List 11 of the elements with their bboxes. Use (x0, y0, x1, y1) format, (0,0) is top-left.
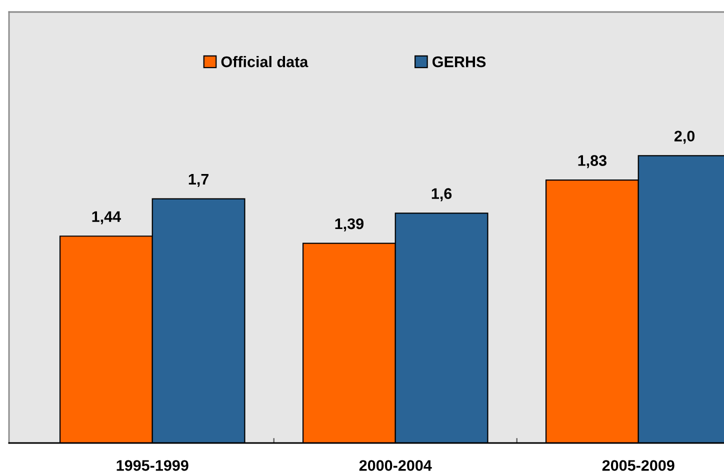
data-label: 2,0 (674, 130, 695, 144)
data-label: 1,6 (432, 188, 452, 202)
data-label: 1,44 (92, 211, 121, 224)
legend-label: Official data (221, 56, 308, 68)
x-tick-label: 2005-2009 (602, 460, 674, 471)
x-tick-label: 2000-2004 (359, 460, 432, 471)
x-tick-label: 1995-1999 (116, 460, 188, 471)
data-label: 1,39 (335, 218, 364, 232)
data-label: 1,83 (578, 155, 607, 168)
data-label: 1,7 (188, 174, 208, 187)
legend-label: GERHS (432, 56, 486, 68)
